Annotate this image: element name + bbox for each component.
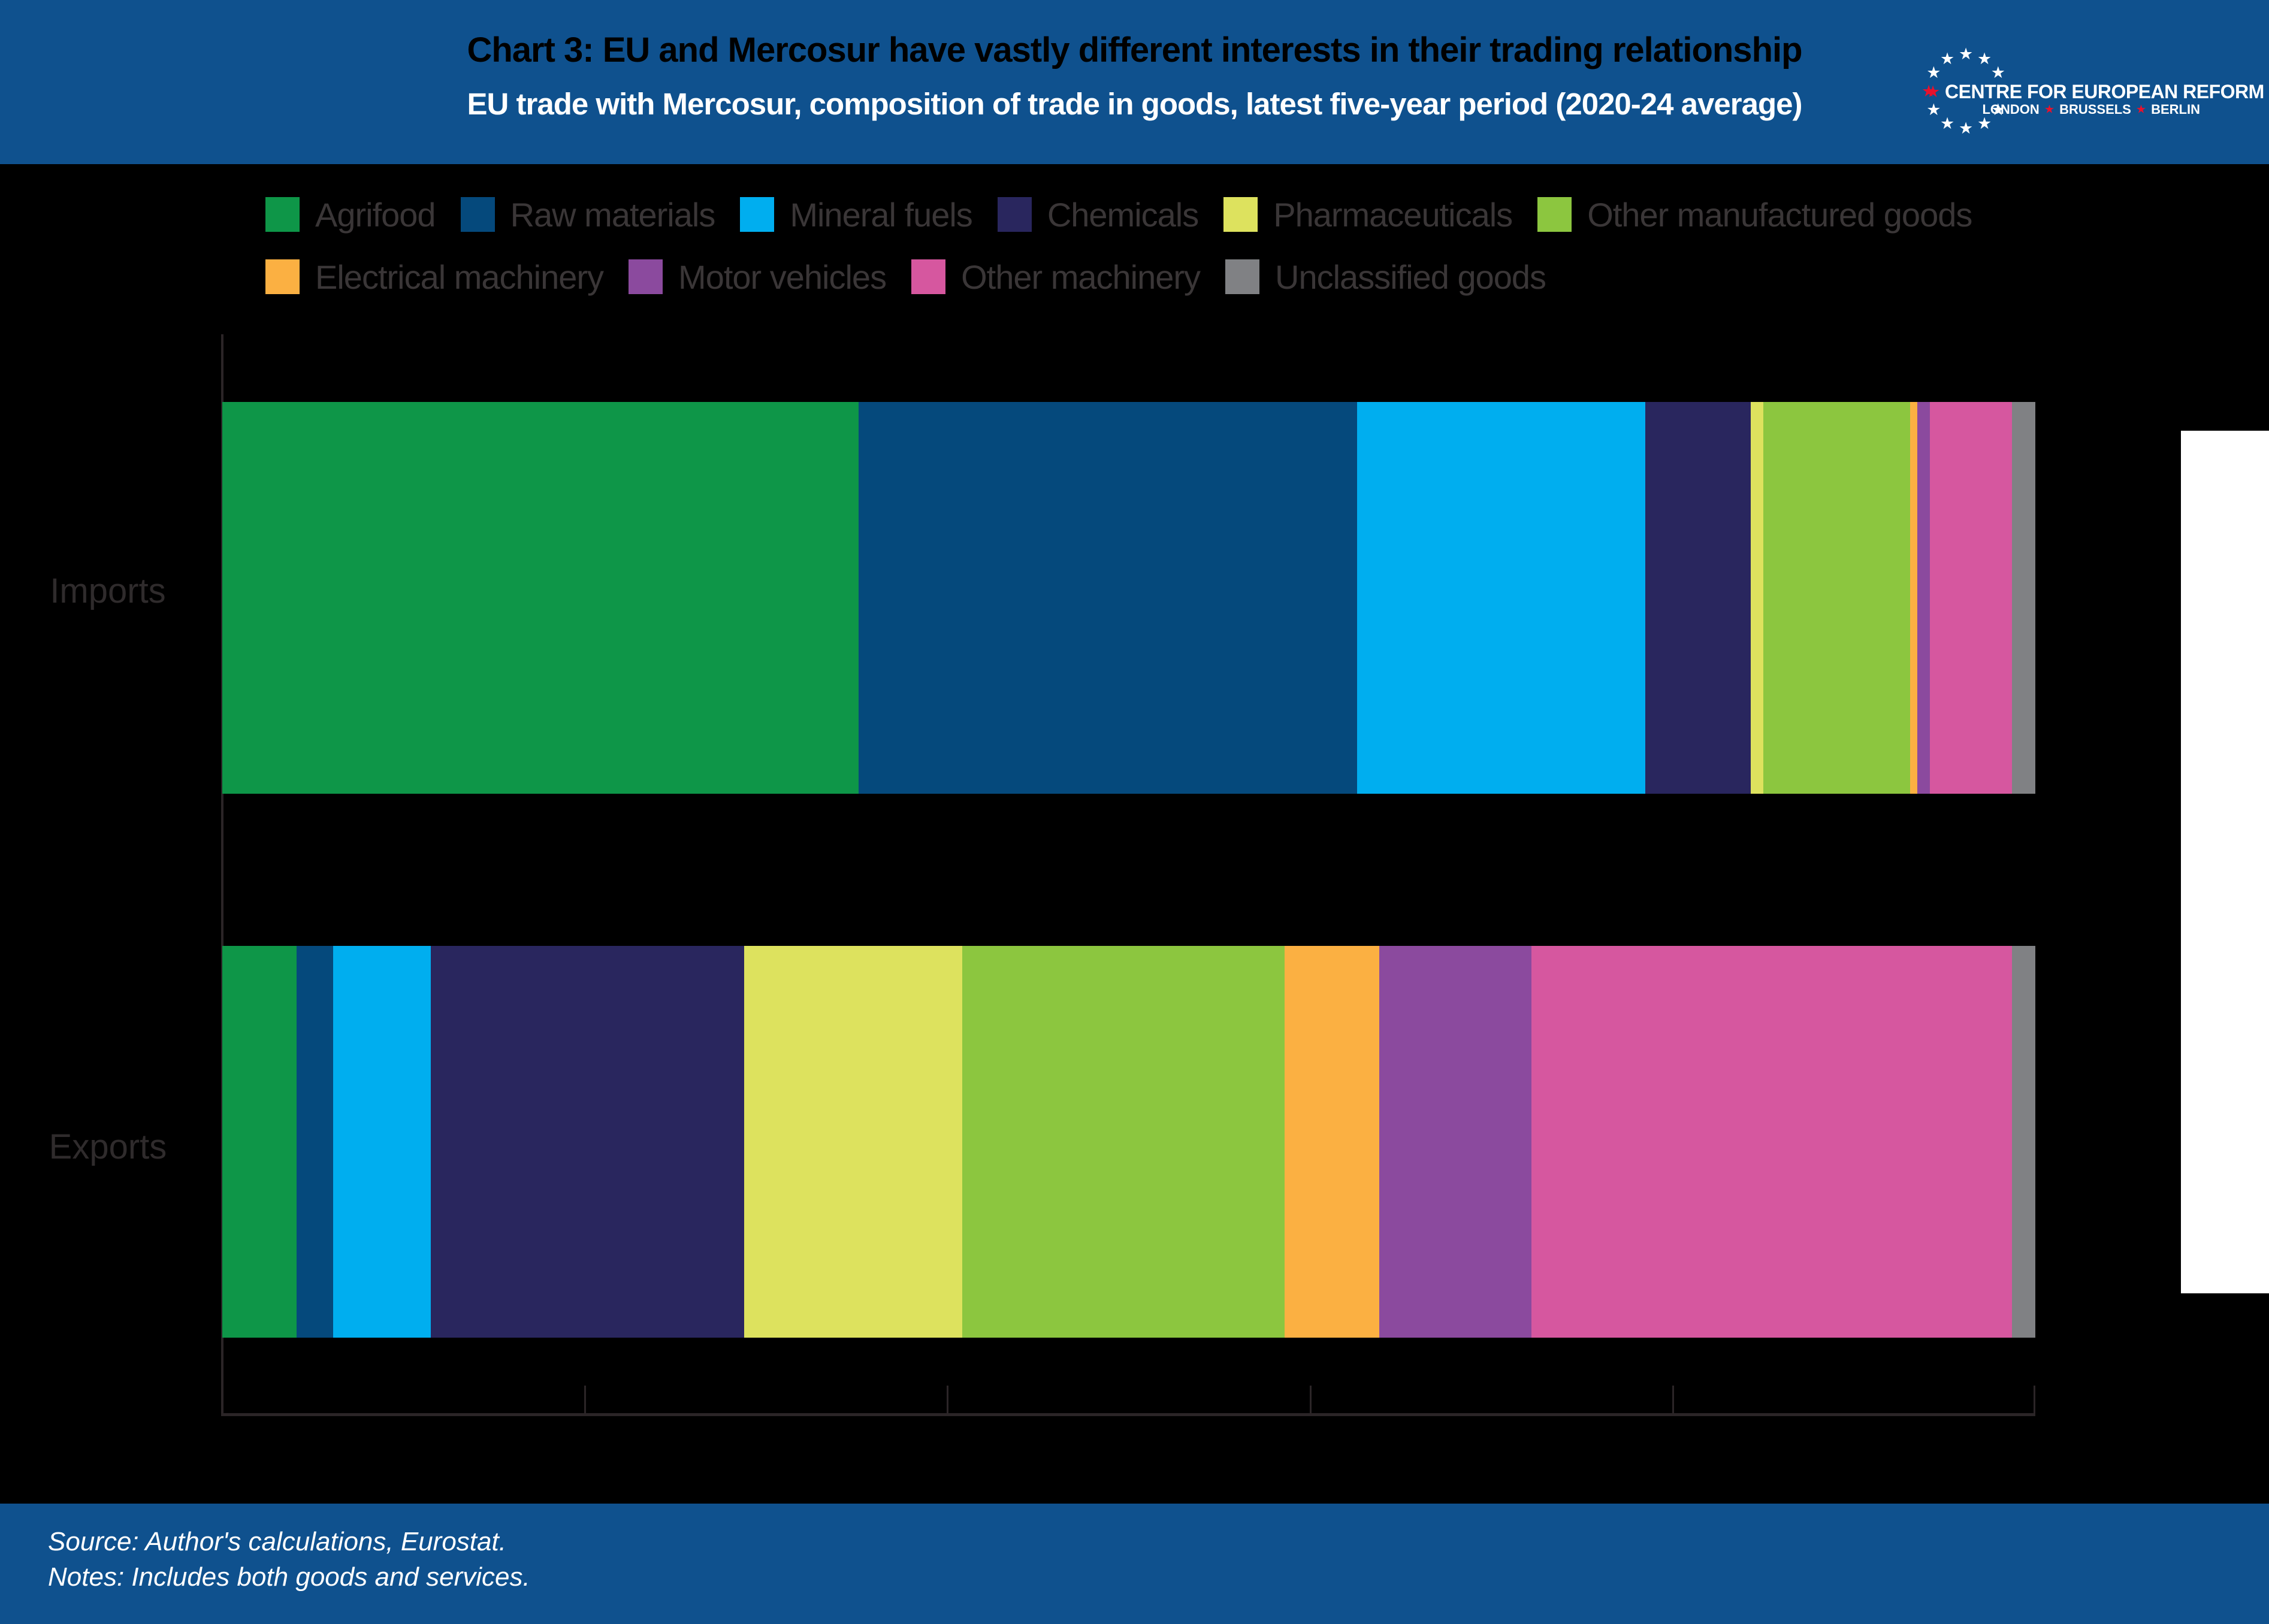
chart-subtitle: EU trade with Mercosur, composition of t… [467, 87, 1803, 121]
logo-city: LONDON [1982, 102, 2040, 117]
header-band: Chart 3: EU and Mercosur have vastly dif… [0, 0, 2269, 164]
white-star-icon: ★ [1959, 45, 1974, 63]
x-axis-tick [584, 1386, 587, 1413]
white-star-icon: ★ [1959, 119, 1974, 137]
bar-segment-agrifood [222, 946, 297, 1338]
notes-note: Notes: Includes both goods and services. [48, 1562, 530, 1592]
logo-city: BERLIN [2151, 102, 2200, 117]
y-axis-line [221, 334, 223, 1416]
legend-label: Pharmaceuticals [1273, 195, 1513, 234]
chart-title: Chart 3: EU and Mercosur have vastly dif… [467, 31, 1802, 69]
bar-segment-agrifood [222, 402, 859, 794]
cer-logo: ★ ★ ★ ★ ★ ★ ★ ★ ★ ★ ★ ★ CENTRE FOR EUROPEAN REFORM… [1915, 17, 2264, 152]
bar-segment-other-machinery [1930, 402, 2012, 794]
bar-imports [222, 402, 2035, 794]
legend-swatch-icon [911, 259, 946, 294]
x-axis-line [221, 1413, 2035, 1416]
x-axis-tick [947, 1386, 949, 1413]
legend-item-pharmaceuticals: Pharmaceuticals [1223, 195, 1513, 234]
white-star-icon: ★ [1926, 63, 1941, 81]
bar-segment-mineral-fuels [333, 946, 431, 1338]
red-star-icon: ★ [1921, 82, 1936, 100]
legend-label: Unclassified goods [1275, 258, 1546, 296]
white-overlay-box [2181, 431, 2269, 1293]
bar-segment-other-manufactured-goods [962, 946, 1285, 1338]
legend-label: Agrifood [315, 195, 436, 234]
legend-swatch-icon [740, 197, 775, 232]
white-star-icon: ★ [1940, 114, 1955, 132]
x-axis-tick [2034, 1386, 2035, 1413]
legend-label: Other manufactured goods [1587, 195, 1972, 234]
legend-item-electrical-machinery: Electrical machinery [265, 258, 604, 296]
bar-exports [222, 946, 2035, 1338]
white-star-icon: ★ [1990, 63, 2005, 81]
row-label-exports: Exports [49, 1127, 167, 1166]
bar-segment-pharmaceuticals [744, 946, 962, 1338]
bar-segment-unclassified-goods [2011, 946, 2035, 1338]
bar-segment-electrical-machinery [1910, 402, 1918, 794]
legend-item-unclassified-goods: Unclassified goods [1225, 258, 1546, 296]
legend-swatch-icon [1537, 197, 1572, 232]
legend-swatch-icon [1225, 259, 1260, 294]
legend-label: Raw materials [510, 195, 716, 234]
red-star-icon: ★ [2136, 104, 2146, 115]
footer-band: Source: Author's calculations, Eurostat.… [0, 1504, 2269, 1624]
legend-label: Chemicals [1047, 195, 1199, 234]
legend-item-agrifood: Agrifood [265, 195, 436, 234]
white-star-icon: ★ [1940, 50, 1955, 68]
bar-segment-motor-vehicles [1917, 402, 1930, 794]
bar-segment-raw-materials [297, 946, 333, 1338]
legend-swatch-icon [460, 197, 495, 232]
bar-segment-pharmaceuticals [1750, 402, 1764, 794]
white-star-icon: ★ [1926, 101, 1941, 119]
x-axis-tick [1309, 1386, 1312, 1413]
legend-label: Other machinery [961, 258, 1201, 296]
bar-segment-other-manufactured-goods [1763, 402, 1911, 794]
legend-label: Mineral fuels [790, 195, 972, 234]
bar-segment-electrical-machinery [1285, 946, 1379, 1338]
legend-item-other-manufactured-goods: Other manufactured goods [1537, 195, 1972, 234]
x-axis-tick [1672, 1386, 1674, 1413]
legend-row: Electrical machinery Motor vehicles Other … [265, 258, 1972, 296]
red-star-icon: ★ [1926, 83, 1941, 101]
legend-swatch-icon [629, 259, 663, 294]
legend-swatch-icon [1223, 197, 1258, 232]
white-star-icon: ★ [1977, 114, 1992, 132]
bar-segment-unclassified-goods [2011, 402, 2035, 794]
legend-row: Agrifood Raw materials Mineral fuels Chemic… [265, 195, 1972, 234]
legend-item-mineral-fuels: Mineral fuels [740, 195, 973, 234]
bar-segment-chemicals [430, 946, 745, 1338]
legend-item-chemicals: Chemicals [997, 195, 1199, 234]
legend-swatch-icon [997, 197, 1032, 232]
logo-cities: LONDON ★ BRUSSELS ★ BERLIN [1982, 102, 2200, 117]
white-star-icon: ★ [1977, 50, 1992, 68]
legend-label: Motor vehicles [678, 258, 887, 296]
bar-segment-other-machinery [1531, 946, 2012, 1338]
source-note: Source: Author's calculations, Eurostat. [48, 1527, 506, 1556]
legend-item-other-machinery: Other machinery [911, 258, 1201, 296]
x-axis-ticks [222, 1386, 2035, 1413]
bar-segment-raw-materials [859, 402, 1358, 794]
white-star-icon: ★ [1990, 101, 2005, 119]
row-label-imports: Imports [50, 571, 166, 610]
bar-segment-motor-vehicles [1379, 946, 1531, 1338]
bar-segment-mineral-fuels [1357, 402, 1646, 794]
logo-city: BRUSSELS [2059, 102, 2131, 117]
legend-label: Electrical machinery [315, 258, 604, 296]
legend-swatch-icon [265, 259, 300, 294]
legend: Agrifood Raw materials Mineral fuels Chemic… [265, 195, 1972, 322]
legend-item-raw-materials: Raw materials [460, 195, 716, 234]
bar-segment-chemicals [1645, 402, 1751, 794]
legend-swatch-icon [265, 197, 300, 232]
logo-org-name: CENTRE FOR EUROPEAN REFORM [1945, 81, 2264, 102]
red-star-icon: ★ [2044, 104, 2055, 115]
legend-item-motor-vehicles: Motor vehicles [629, 258, 887, 296]
